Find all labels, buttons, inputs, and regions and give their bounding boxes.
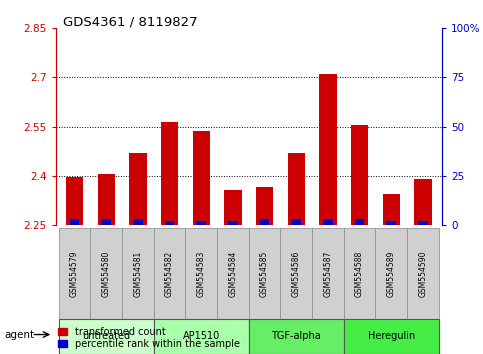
Text: GSM554583: GSM554583	[197, 250, 206, 297]
Bar	[319, 74, 337, 225]
Bar	[217, 228, 249, 319]
Text: GSM554580: GSM554580	[102, 250, 111, 297]
Bar	[249, 228, 281, 319]
Bar	[355, 219, 364, 225]
Bar	[193, 131, 210, 225]
Legend: transformed count, percentile rank within the sample: transformed count, percentile rank withi…	[58, 327, 240, 349]
Bar	[133, 219, 142, 225]
Text: untreated: untreated	[82, 331, 130, 341]
Bar	[90, 228, 122, 319]
Bar	[185, 228, 217, 319]
Bar	[197, 221, 206, 225]
Bar	[383, 194, 400, 225]
Bar	[312, 228, 344, 319]
Text: GSM554585: GSM554585	[260, 250, 269, 297]
Text: GSM554590: GSM554590	[418, 250, 427, 297]
Text: GDS4361 / 8119827: GDS4361 / 8119827	[63, 16, 198, 29]
Text: GSM554584: GSM554584	[228, 250, 238, 297]
Bar	[249, 319, 344, 354]
Bar	[351, 125, 369, 225]
Bar	[256, 187, 273, 225]
Bar	[161, 122, 178, 225]
Text: GSM554581: GSM554581	[133, 250, 142, 297]
Bar	[228, 221, 238, 225]
Bar	[154, 228, 185, 319]
Bar	[154, 319, 249, 354]
Bar	[59, 228, 90, 319]
Bar	[291, 219, 301, 225]
Text: GSM554589: GSM554589	[387, 250, 396, 297]
Text: AP1510: AP1510	[183, 331, 220, 341]
Text: GSM554579: GSM554579	[70, 250, 79, 297]
Bar	[281, 228, 312, 319]
Bar	[375, 228, 407, 319]
Bar	[66, 177, 83, 225]
Text: GSM554582: GSM554582	[165, 250, 174, 297]
Bar	[344, 319, 439, 354]
Bar	[122, 228, 154, 319]
Bar	[344, 228, 375, 319]
Text: GSM554586: GSM554586	[292, 250, 301, 297]
Bar	[414, 179, 432, 225]
Bar	[224, 190, 242, 225]
Bar	[407, 228, 439, 319]
Bar	[129, 153, 147, 225]
Bar	[323, 219, 333, 225]
Bar	[260, 219, 270, 225]
Text: GSM554588: GSM554588	[355, 250, 364, 297]
Bar	[70, 219, 79, 225]
Bar	[386, 221, 396, 225]
Text: TGF-alpha: TGF-alpha	[271, 331, 321, 341]
Text: agent: agent	[5, 330, 35, 339]
Bar	[101, 219, 111, 225]
Bar	[59, 319, 154, 354]
Bar	[287, 153, 305, 225]
Text: GSM554587: GSM554587	[324, 250, 332, 297]
Bar	[165, 221, 174, 225]
Text: Heregulin: Heregulin	[368, 331, 415, 341]
Bar	[418, 221, 428, 225]
Bar	[98, 174, 115, 225]
